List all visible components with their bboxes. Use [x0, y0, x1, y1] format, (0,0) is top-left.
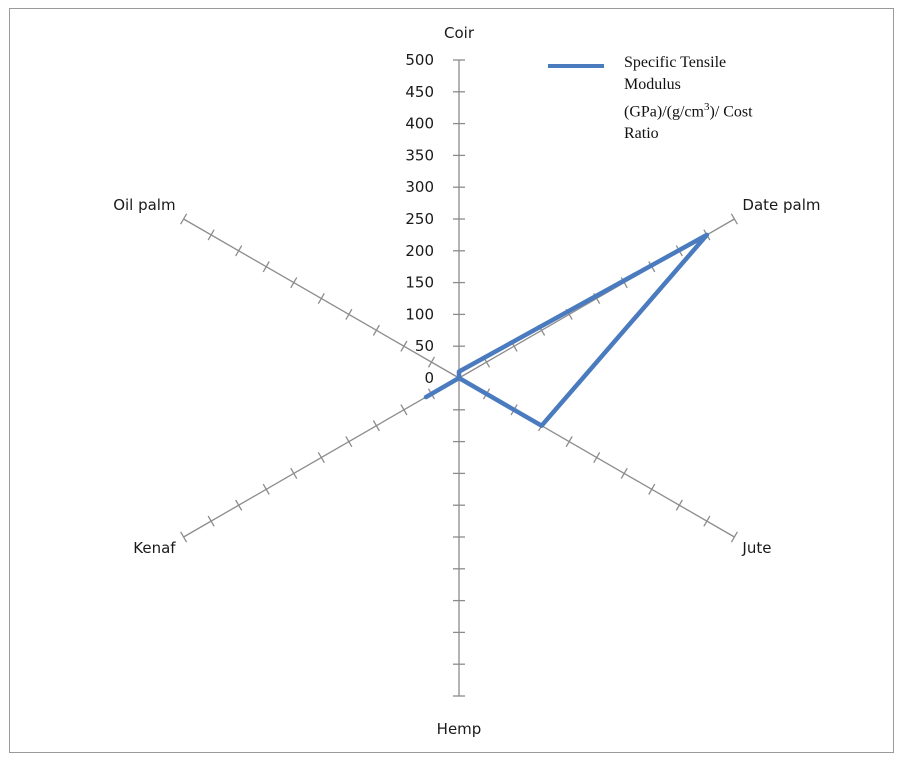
axis-tick	[207, 515, 215, 527]
axis-tick	[703, 515, 711, 527]
category-label-hemp: Hemp	[437, 720, 482, 738]
axis-tick	[730, 531, 738, 543]
axis-tick	[345, 436, 353, 448]
axis-tick	[262, 261, 270, 273]
tick-label: 0	[424, 369, 434, 387]
legend-line-3-sup: 3	[703, 101, 710, 113]
series-line-0	[423, 232, 710, 428]
axis-tick	[372, 324, 380, 336]
legend-line-4: Ratio	[624, 125, 659, 143]
tick-label: 150	[405, 274, 434, 292]
axis-tick	[317, 292, 325, 305]
series-layer	[423, 232, 710, 428]
axis-tick	[290, 277, 298, 289]
tick-label: 500	[405, 51, 434, 69]
axis-tick	[675, 499, 683, 511]
legend-line-3: (GPa)/(g/cm3)/ Cost	[624, 96, 834, 123]
tick-label: 200	[405, 242, 434, 260]
category-label-jute: Jute	[741, 539, 771, 557]
legend-series-swatch	[548, 64, 604, 68]
category-label-kenaf: Kenaf	[133, 539, 176, 557]
axis-tick	[317, 451, 325, 464]
tick-label: 450	[405, 83, 434, 101]
axis-tick	[290, 467, 298, 479]
tick-label: 100	[405, 305, 434, 323]
axis-tick	[372, 420, 380, 432]
axis-tick	[235, 499, 243, 511]
axis-tick	[235, 245, 243, 257]
radial-tick-labels: 0 50 100 150 200 250 300 350 400 450 500	[405, 51, 434, 387]
tick-label: 350	[405, 146, 434, 164]
axis-tick	[180, 531, 188, 543]
axis-tick	[262, 483, 270, 495]
legend-line-1: Specific Tensile	[624, 54, 727, 71]
axis-tick	[648, 483, 656, 495]
axis-tick	[207, 229, 215, 241]
axis-tick	[400, 340, 408, 352]
tick-label: 250	[405, 210, 434, 228]
tick-label: 300	[405, 178, 434, 196]
category-label-date-palm: Date palm	[742, 196, 820, 214]
tick-label: 400	[405, 115, 434, 133]
legend-series-label: Specific Tensile Modulus (GPa)/(g/cm3)/ …	[624, 52, 834, 145]
category-labels: Coir Date palm Jute Hemp Kenaf Oil palm	[113, 24, 820, 738]
category-label-oil-palm: Oil palm	[113, 196, 175, 214]
category-label-coir: Coir	[444, 24, 475, 42]
axis-tick	[620, 467, 628, 479]
legend-line-3-b: )/ Cost	[709, 103, 753, 121]
axis-tick	[427, 356, 436, 368]
axis-tick	[180, 213, 188, 225]
legend-line-3-a: (GPa)/(g/cm	[624, 103, 704, 121]
axis-tick	[730, 213, 738, 225]
axis-tick	[565, 436, 573, 448]
axis-tick	[345, 308, 353, 320]
legend-line-2: Modulus	[624, 76, 681, 93]
axis-tick	[593, 451, 601, 464]
axis-tick	[400, 404, 408, 416]
tick-label: 50	[415, 337, 434, 355]
